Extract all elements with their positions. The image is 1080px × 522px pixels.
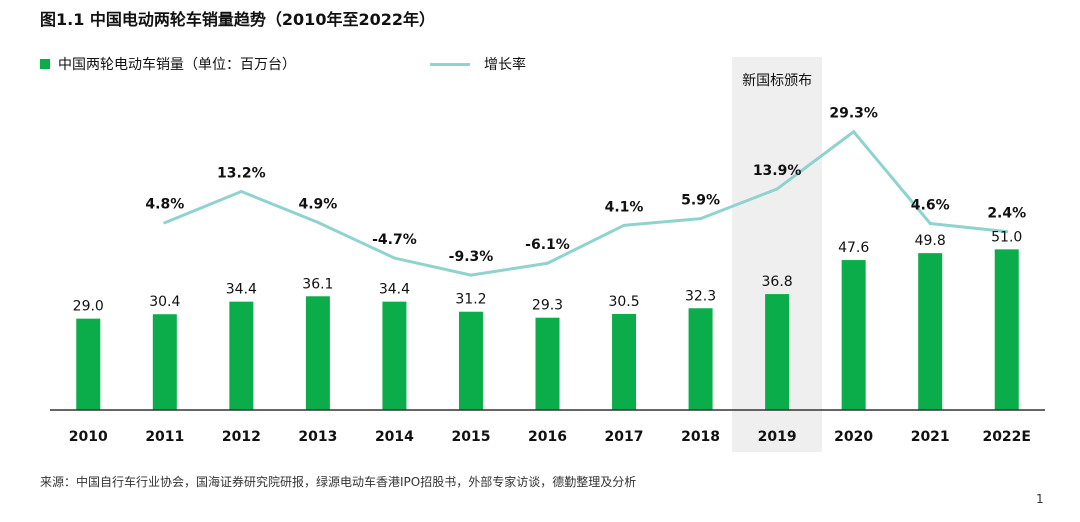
data-labels: 29.0 30.4 34.4 36.1 34.4 31.2 29.3 30.5 32.3 36.8… <box>73 106 1026 315</box>
growth-label-2022E: 2.4% <box>987 206 1026 222</box>
growth-label-2015: -9.3% <box>449 249 494 265</box>
growth-label-2016: -6.1% <box>525 237 570 253</box>
highlight-band: 新国标颁布 <box>732 57 823 452</box>
x-tick-2014: 2014 <box>375 429 414 445</box>
bar-label-2012: 34.4 <box>226 282 257 298</box>
growth-point-2014 <box>392 256 396 260</box>
bar-label-2016: 29.3 <box>532 298 563 314</box>
x-tick-2015: 2015 <box>451 429 490 445</box>
bar-label-2013: 36.1 <box>302 276 333 292</box>
x-tick-2016: 2016 <box>528 429 567 445</box>
growth-point-2015 <box>469 273 473 277</box>
legend-bar-swatch <box>40 59 50 69</box>
bar-2012 <box>229 301 254 410</box>
bar-label-2021: 49.8 <box>915 233 946 249</box>
growth-label-2021: 4.6% <box>911 197 950 213</box>
growth-line <box>163 130 1009 277</box>
legend-item-growth: 增长率 <box>430 54 526 74</box>
bar-2010 <box>76 318 101 410</box>
growth-point-2022E <box>1005 230 1009 234</box>
growth-point-2011 <box>163 221 167 225</box>
growth-point-2012 <box>239 190 243 194</box>
source-note: 来源：中国自行车行业协会，国海证券研究院研报，绿源电动车香港IPO招股书，外部专… <box>40 475 637 489</box>
bar-2020 <box>841 260 866 410</box>
bar-label-2022E: 51.0 <box>991 229 1022 245</box>
growth-label-2017: 4.1% <box>605 199 644 215</box>
bar-2015 <box>458 311 483 410</box>
growth-point-2013 <box>316 220 320 224</box>
chart-title: 图1.1 中国电动两轮车销量趋势（2010年至2022年） <box>40 10 435 29</box>
growth-label-2014: -4.7% <box>372 232 417 248</box>
legend-item-sales: 中国两轮电动车销量（单位：百万台） <box>40 54 296 74</box>
x-axis: 2010 2011 2012 2013 2014 2015 2016 2017 2018 2019… <box>50 409 1045 445</box>
legend-line-swatch <box>430 62 470 66</box>
growth-label-2012: 13.2% <box>217 166 266 182</box>
bar-2016 <box>535 317 560 410</box>
bar-2022E <box>994 249 1019 410</box>
bar-label-2010: 29.0 <box>73 299 104 315</box>
bar-2021 <box>918 253 943 410</box>
bar-2017 <box>612 313 637 410</box>
bar-label-2011: 30.4 <box>149 294 180 310</box>
x-tick-2017: 2017 <box>605 429 644 445</box>
bar-2013 <box>305 296 330 410</box>
x-tick-2020: 2020 <box>834 429 873 445</box>
growth-point-2016 <box>546 261 549 265</box>
x-tick-2012: 2012 <box>222 429 261 445</box>
growth-label-2011: 4.8% <box>145 197 184 213</box>
growth-label-2020: 29.3% <box>829 106 878 122</box>
growth-point-2019 <box>775 187 779 191</box>
x-tick-2019: 2019 <box>758 429 797 445</box>
growth-point-2018 <box>699 217 703 221</box>
x-tick-2022E: 2022E <box>982 429 1031 445</box>
bar-label-2018: 32.3 <box>685 288 716 304</box>
growth-point-2020 <box>852 130 856 134</box>
growth-label-2013: 4.9% <box>298 196 337 212</box>
bar-label-2020: 47.6 <box>838 240 869 256</box>
bar-2018 <box>688 308 713 410</box>
highlight-label: 新国标颁布 <box>742 73 812 89</box>
x-tick-2021: 2021 <box>911 429 950 445</box>
bar-2011 <box>152 314 177 410</box>
legend-bar-label: 中国两轮电动车销量（单位：百万台） <box>58 57 296 73</box>
bar-label-2017: 30.5 <box>608 294 639 310</box>
page-number: 1 <box>1036 492 1044 506</box>
growth-label-2018: 5.9% <box>681 193 720 209</box>
growth-line-path <box>164 130 1007 277</box>
bar-label-2019: 36.8 <box>762 274 793 290</box>
growth-point-2017 <box>622 223 626 227</box>
bar-2014 <box>382 301 407 410</box>
growth-point-2021 <box>928 221 932 225</box>
x-tick-2018: 2018 <box>681 429 720 445</box>
growth-label-2019: 13.9% <box>753 163 802 179</box>
x-tick-2013: 2013 <box>298 429 337 445</box>
bar-label-2014: 34.4 <box>379 282 410 298</box>
x-tick-2010: 2010 <box>69 429 108 445</box>
bar-2019 <box>765 294 790 410</box>
bars <box>76 249 1019 410</box>
legend-line-label: 增长率 <box>484 57 526 73</box>
chart-area: 新国标颁布 29.0 30.4 34.4 36.1 34.4 31.2 29.3 30.5 32… <box>50 57 1045 452</box>
bar-label-2015: 31.2 <box>455 292 486 308</box>
x-tick-2011: 2011 <box>145 429 184 445</box>
